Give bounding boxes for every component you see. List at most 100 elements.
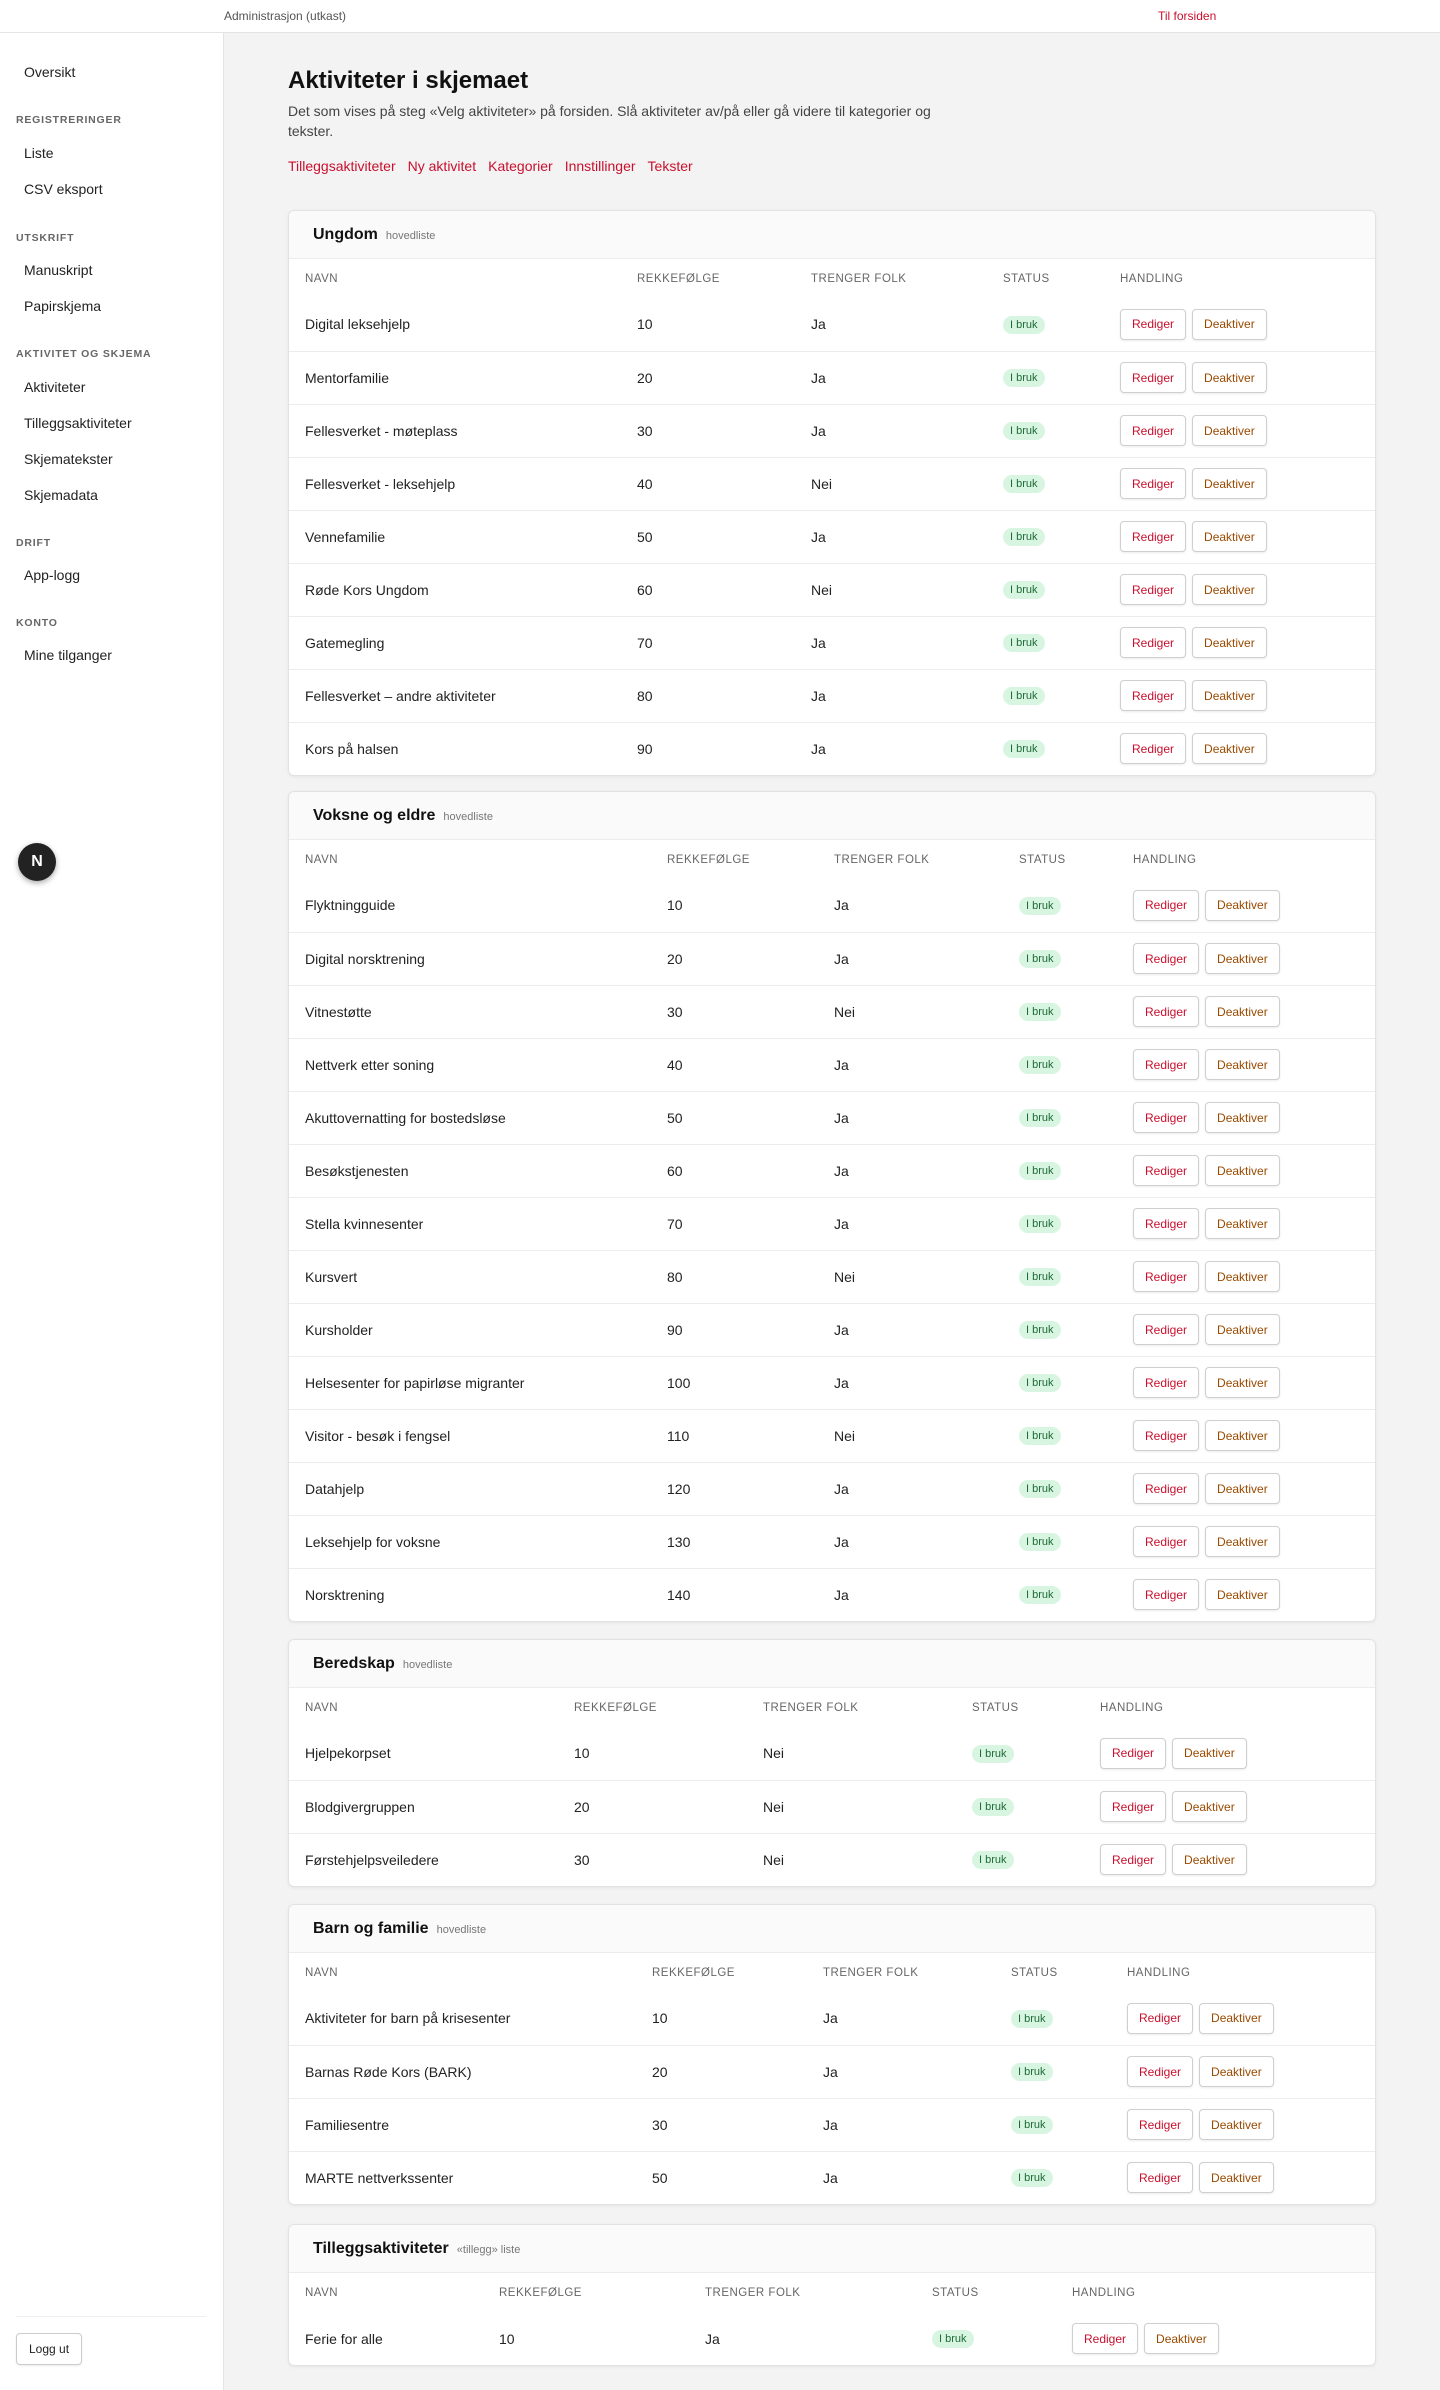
edit-button[interactable]: Rediger xyxy=(1120,627,1187,658)
edit-button[interactable]: Rediger xyxy=(1133,1367,1200,1398)
deactivate-button[interactable]: Deaktiver xyxy=(1205,943,1280,974)
deactivate-button[interactable]: Deaktiver xyxy=(1192,415,1267,446)
sidebar-item-tilleggsaktiviteter[interactable]: Tilleggsaktiviteter xyxy=(24,415,132,431)
edit-button[interactable]: Rediger xyxy=(1133,1526,1200,1557)
edit-button[interactable]: Rediger xyxy=(1120,415,1187,446)
status-cell: I bruk xyxy=(995,1992,1111,2045)
status-badge: I bruk xyxy=(1019,1109,1061,1127)
edit-button[interactable]: Rediger xyxy=(1133,889,1200,921)
deactivate-button[interactable]: Deaktiver xyxy=(1192,680,1267,711)
deactivate-button[interactable]: Deaktiver xyxy=(1205,1367,1280,1398)
column-header-handling: Handling xyxy=(1127,1966,1191,1979)
deactivate-button[interactable]: Deaktiver xyxy=(1172,1791,1247,1822)
sidebar-item-aktiviteter[interactable]: Aktiviteter xyxy=(24,379,86,395)
activity-name: Aktiviteter for barn på krisesenter xyxy=(305,2010,511,2027)
edit-button[interactable]: Rediger xyxy=(1133,1261,1200,1292)
deactivate-button[interactable]: Deaktiver xyxy=(1205,1473,1280,1504)
logout-button[interactable]: Logg ut xyxy=(16,2333,83,2365)
sidebar-item-skjematekster[interactable]: Skjematekster xyxy=(24,451,113,467)
actions-cell: Rediger Deaktiver xyxy=(1104,456,1375,510)
deactivate-button[interactable]: Deaktiver xyxy=(1205,1579,1280,1611)
sidebar-item-liste[interactable]: Liste xyxy=(24,145,54,161)
deactivate-button[interactable]: Deaktiver xyxy=(1192,468,1267,499)
deactivate-button[interactable]: Deaktiver xyxy=(1205,1261,1280,1292)
sidebar-item-skjemadata[interactable]: Skjemadata xyxy=(24,487,98,503)
edit-button[interactable]: Rediger xyxy=(1133,1208,1200,1239)
deactivate-button[interactable]: Deaktiver xyxy=(1205,1314,1280,1345)
edit-button[interactable]: Rediger xyxy=(1127,2002,1194,2034)
deactivate-button[interactable]: Deaktiver xyxy=(1199,2109,1274,2140)
link-tilleggsaktiviteter[interactable]: Tilleggsaktiviteter xyxy=(288,158,396,174)
deactivate-button[interactable]: Deaktiver xyxy=(1205,1526,1280,1557)
home-link[interactable]: Til forsiden xyxy=(1158,9,1217,23)
edit-button[interactable]: Rediger xyxy=(1133,1155,1200,1186)
activity-order: 20 xyxy=(621,350,795,404)
edit-button[interactable]: Rediger xyxy=(1133,943,1200,974)
deactivate-button[interactable]: Deaktiver xyxy=(1172,1737,1247,1769)
actions-cell: Rediger Deaktiver xyxy=(1117,1196,1375,1250)
sidebar-item-manuskript[interactable]: Manuskript xyxy=(24,262,93,278)
edit-button[interactable]: Rediger xyxy=(1133,1102,1200,1133)
sidebar-item-app-logg[interactable]: App-logg xyxy=(24,567,81,583)
deactivate-button[interactable]: Deaktiver xyxy=(1192,521,1267,552)
sidebar-item-oversikt[interactable]: Oversikt xyxy=(24,64,76,80)
deactivate-button[interactable]: Deaktiver xyxy=(1205,996,1280,1027)
link-kategorier[interactable]: Kategorier xyxy=(488,158,553,174)
deactivate-button[interactable]: Deaktiver xyxy=(1192,574,1267,605)
edit-button[interactable]: Rediger xyxy=(1100,1791,1167,1822)
deactivate-button[interactable]: Deaktiver xyxy=(1205,1420,1280,1451)
edit-button[interactable]: Rediger xyxy=(1133,996,1200,1027)
deactivate-button[interactable]: Deaktiver xyxy=(1192,733,1267,765)
deactivate-button[interactable]: Deaktiver xyxy=(1199,2056,1274,2087)
sidebar-item-csv-eksport[interactable]: CSV eksport xyxy=(24,181,103,197)
group-title: Voksne og eldre xyxy=(313,806,436,824)
edit-button[interactable]: Rediger xyxy=(1120,468,1187,499)
edit-button[interactable]: Rediger xyxy=(1133,1049,1200,1080)
activity-order: 50 xyxy=(651,1090,818,1144)
sidebar-item-papirskjema[interactable]: Papirskjema xyxy=(24,298,102,314)
edit-button[interactable]: Rediger xyxy=(1120,680,1187,711)
deactivate-button[interactable]: Deaktiver xyxy=(1144,2323,1219,2354)
link-tekster[interactable]: Tekster xyxy=(647,158,693,174)
deactivate-button[interactable]: Deaktiver xyxy=(1205,1102,1280,1133)
edit-button[interactable]: Rediger xyxy=(1133,1314,1200,1345)
link-ny-aktivitet[interactable]: Ny aktivitet xyxy=(407,158,477,174)
edit-button[interactable]: Rediger xyxy=(1127,2109,1194,2140)
edit-button[interactable]: Rediger xyxy=(1120,362,1187,393)
deactivate-button[interactable]: Deaktiver xyxy=(1205,1049,1280,1080)
activity-needs-people: Ja xyxy=(818,931,1003,985)
edit-button[interactable]: Rediger xyxy=(1120,521,1187,552)
activity-order: 60 xyxy=(651,1143,818,1197)
deactivate-button[interactable]: Deaktiver xyxy=(1199,2002,1274,2034)
edit-button[interactable]: Rediger xyxy=(1120,733,1187,765)
status-badge: I bruk xyxy=(1019,1268,1061,1286)
deactivate-button[interactable]: Deaktiver xyxy=(1192,627,1267,658)
deactivate-button[interactable]: Deaktiver xyxy=(1192,308,1267,340)
deactivate-button[interactable]: Deaktiver xyxy=(1205,1208,1280,1239)
status-cell: I bruk xyxy=(1003,1355,1117,1409)
deactivate-button[interactable]: Deaktiver xyxy=(1192,362,1267,393)
edit-button[interactable]: Rediger xyxy=(1127,2162,1194,2194)
edit-button[interactable]: Rediger xyxy=(1100,1737,1167,1769)
deactivate-button[interactable]: Deaktiver xyxy=(1205,1155,1280,1186)
actions-cell: Rediger Deaktiver xyxy=(1104,509,1375,563)
table-row: MARTE nettverkssenter 50 Ja I bruk Rediger De… xyxy=(289,2150,1375,2204)
edit-button[interactable]: Rediger xyxy=(1133,1579,1200,1611)
edit-button[interactable]: Rediger xyxy=(1133,1420,1200,1451)
activity-table: Navn Rekkefølge Trenger folk Status Handling… xyxy=(289,259,1375,775)
deactivate-button[interactable]: Deaktiver xyxy=(1172,1844,1247,1876)
status-badge: I bruk xyxy=(1011,2116,1053,2134)
sidebar-item-mine-tilganger[interactable]: Mine tilganger xyxy=(24,647,112,663)
edit-button[interactable]: Rediger xyxy=(1133,1473,1200,1504)
deactivate-button[interactable]: Deaktiver xyxy=(1199,2162,1274,2194)
table-row: Aktiviteter for barn på krisesenter 10 Ja I… xyxy=(289,1992,1375,2045)
edit-button[interactable]: Rediger xyxy=(1120,574,1187,605)
deactivate-button[interactable]: Deaktiver xyxy=(1205,889,1280,921)
link-innstillinger[interactable]: Innstillinger xyxy=(564,158,636,174)
table-row: Nettverk etter soning 40 Ja I bruk Rediger De… xyxy=(289,1037,1375,1091)
edit-button[interactable]: Rediger xyxy=(1127,2056,1194,2087)
edit-button[interactable]: Rediger xyxy=(1100,1844,1167,1876)
edit-button[interactable]: Rediger xyxy=(1120,308,1187,340)
dev-tools-badge[interactable]: N xyxy=(18,843,56,881)
edit-button[interactable]: Rediger xyxy=(1072,2323,1139,2354)
